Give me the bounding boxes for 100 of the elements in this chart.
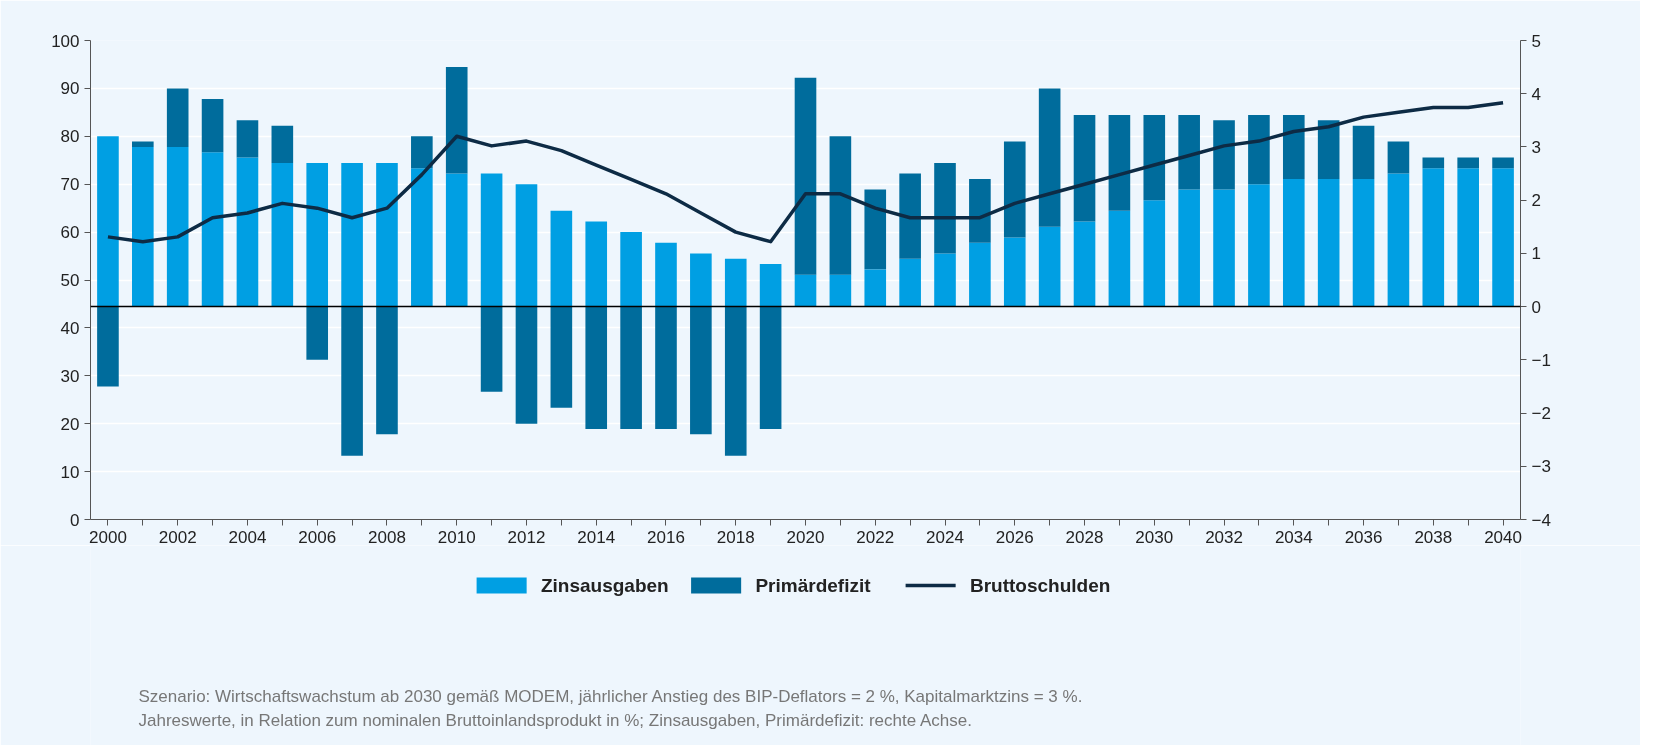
bar bbox=[97, 306, 119, 387]
bar bbox=[1352, 178, 1375, 307]
x-tick-label: 2026 bbox=[995, 527, 1034, 547]
x-tick-label: 2040 bbox=[1484, 527, 1522, 547]
bar bbox=[690, 306, 712, 435]
x-tick-label: 2022 bbox=[856, 527, 895, 547]
x-tick-label: 2032 bbox=[1205, 527, 1243, 547]
bar bbox=[166, 88, 189, 147]
bar bbox=[132, 141, 154, 147]
bar bbox=[1108, 210, 1131, 307]
x-tick-label: 2002 bbox=[158, 527, 197, 547]
bar bbox=[236, 157, 259, 307]
bar bbox=[445, 67, 468, 174]
x-tick-label: 2038 bbox=[1414, 527, 1453, 547]
y-tick-label: 40 bbox=[60, 318, 80, 338]
y2-tick-label: 3 bbox=[1531, 137, 1541, 157]
x-tick-label: 2024 bbox=[926, 527, 964, 547]
bar bbox=[376, 306, 398, 435]
bar bbox=[1003, 237, 1026, 307]
bar bbox=[724, 258, 747, 307]
bar bbox=[864, 189, 887, 270]
bar bbox=[97, 136, 119, 307]
bar bbox=[934, 162, 956, 254]
bar bbox=[1282, 178, 1305, 307]
x-tick-label: 2012 bbox=[507, 527, 546, 547]
bar bbox=[1492, 168, 1514, 307]
bar bbox=[1108, 115, 1131, 211]
x-tick-label: 2030 bbox=[1135, 527, 1174, 547]
bar bbox=[515, 184, 538, 307]
x-tick-label: 2034 bbox=[1274, 527, 1313, 547]
x-tick-label: 2008 bbox=[368, 527, 406, 547]
x-tick-label: 2028 bbox=[1065, 527, 1104, 547]
bar bbox=[1038, 226, 1061, 307]
bar bbox=[1073, 115, 1096, 222]
bar bbox=[411, 168, 433, 307]
x-tick-label: 2020 bbox=[786, 527, 825, 547]
bar bbox=[411, 136, 433, 169]
bar bbox=[1457, 168, 1479, 307]
x-tick-label: 2016 bbox=[647, 527, 685, 547]
bar bbox=[829, 274, 852, 307]
bar bbox=[934, 253, 956, 307]
bar bbox=[585, 221, 608, 307]
y-tick-label: 80 bbox=[60, 127, 80, 147]
bar bbox=[1213, 120, 1235, 190]
bar bbox=[132, 146, 154, 307]
bar bbox=[341, 306, 363, 456]
y2-tick-label: −1 bbox=[1531, 350, 1551, 370]
y-tick-label: 90 bbox=[60, 79, 80, 99]
y-tick-label: 50 bbox=[60, 271, 80, 290]
x-tick-label: 2004 bbox=[228, 527, 267, 547]
bar bbox=[480, 173, 503, 307]
y-tick-label: 100 bbox=[51, 31, 80, 51]
y2-tick-label: 0 bbox=[1531, 297, 1541, 317]
bar bbox=[1143, 115, 1166, 201]
legend-label: Bruttoschulden bbox=[969, 575, 1111, 596]
y-tick-label: 70 bbox=[60, 175, 80, 195]
y-tick-label: 30 bbox=[60, 366, 80, 386]
bar bbox=[899, 258, 921, 307]
y-tick-label: 60 bbox=[60, 223, 80, 243]
bar bbox=[1248, 115, 1270, 185]
text: Jahreswerte, in Relation zum nominalen Bruttoinlandsprodukt in %; Zinsausgaben, Primärdefizit: rechte Achse. bbox=[138, 710, 972, 730]
bar bbox=[1282, 115, 1305, 179]
y2-tick-label: −2 bbox=[1531, 404, 1551, 424]
bar bbox=[1178, 189, 1200, 307]
y-tick-label: 0 bbox=[70, 510, 80, 530]
legend-label: Zinsausgaben bbox=[540, 575, 669, 596]
bar bbox=[620, 306, 642, 430]
bar bbox=[724, 306, 747, 456]
bar bbox=[899, 173, 921, 259]
x-tick-label: 2014 bbox=[577, 527, 616, 547]
bar bbox=[1317, 120, 1340, 179]
bar bbox=[1422, 157, 1445, 169]
bar bbox=[969, 242, 991, 307]
y2-tick-label: 5 bbox=[1531, 31, 1541, 51]
bar bbox=[1492, 157, 1514, 169]
bar bbox=[1178, 115, 1200, 190]
x-tick-label: 2010 bbox=[437, 527, 476, 547]
y2-tick-label: 2 bbox=[1531, 191, 1541, 211]
bar bbox=[515, 306, 538, 424]
bar bbox=[1387, 141, 1410, 174]
y-tick-label: 20 bbox=[60, 414, 80, 434]
bar bbox=[201, 99, 224, 153]
bar bbox=[1003, 141, 1026, 238]
bar bbox=[550, 210, 573, 307]
y2-tick-label: 1 bbox=[1531, 244, 1541, 264]
bar bbox=[271, 125, 294, 163]
bar bbox=[655, 306, 677, 430]
line-series bbox=[106, 101, 1505, 244]
bar bbox=[969, 178, 991, 243]
bar bbox=[1422, 168, 1445, 307]
bar bbox=[759, 306, 782, 430]
bar bbox=[655, 242, 677, 307]
bar bbox=[550, 306, 573, 408]
bar bbox=[271, 162, 294, 307]
bar bbox=[341, 162, 363, 307]
x-tick-label: 2000 bbox=[89, 527, 127, 547]
x-tick-label: 2018 bbox=[716, 527, 755, 547]
bar bbox=[794, 274, 817, 307]
bar bbox=[829, 136, 852, 275]
bar bbox=[1248, 184, 1270, 307]
